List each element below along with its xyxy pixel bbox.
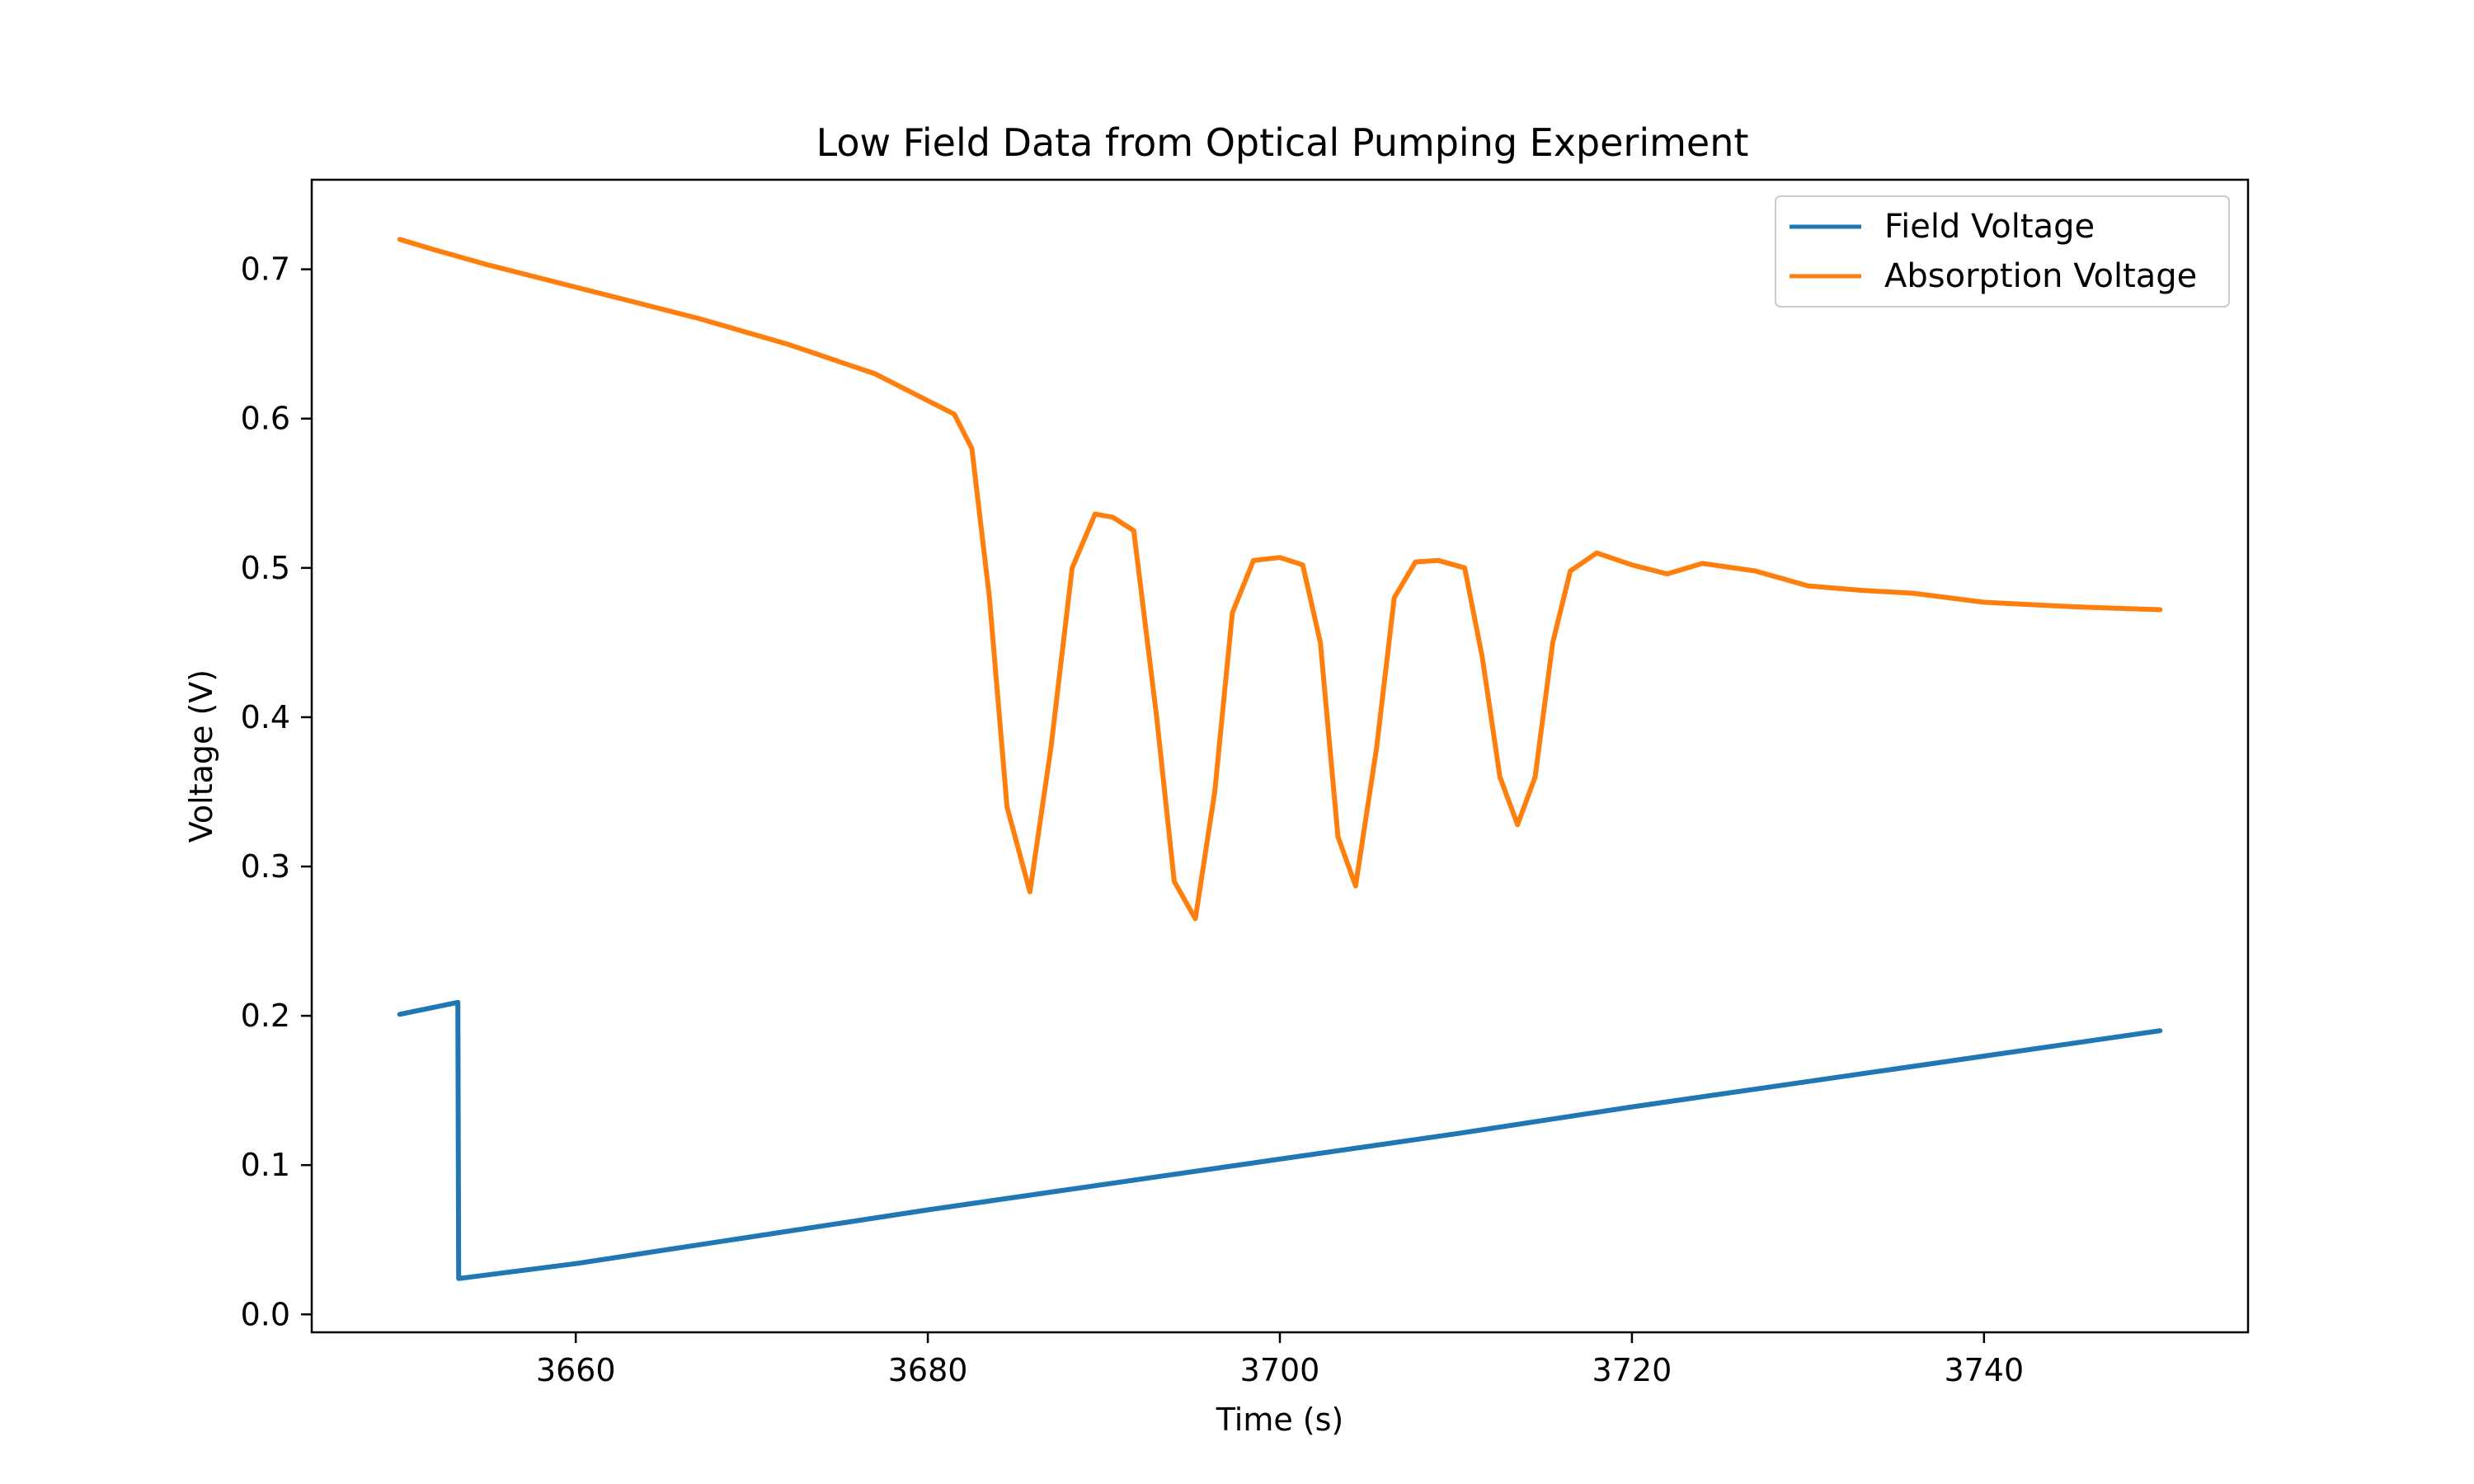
legend-box [1775, 195, 2230, 308]
series-line-absorption-voltage [397, 237, 2163, 922]
x-axis-label: Time (s) [1216, 1402, 1344, 1438]
y-axis-label: Voltage (V) [183, 669, 219, 843]
legend: Field Voltage Absorption Voltage [1775, 195, 2230, 308]
legend-label-field-voltage: Field Voltage [1884, 208, 2095, 246]
x-tick-label: 3660 [536, 1352, 616, 1388]
legend-label-absorption-voltage: Absorption Voltage [1884, 257, 2197, 295]
y-tick-label: 0.1 [241, 1147, 290, 1183]
series-line-field-voltage [397, 999, 2163, 1281]
chart-title: Low Field Data from Optical Pumping Expe… [816, 120, 1749, 165]
x-axis: 3660 3680 3700 3720 3740 [536, 1332, 2024, 1388]
series-layer [397, 237, 2163, 1281]
y-tick-label: 0.0 [241, 1296, 290, 1332]
y-tick-label: 0.2 [241, 998, 290, 1034]
x-tick-label: 3680 [888, 1352, 968, 1388]
y-tick-label: 0.4 [241, 699, 290, 735]
x-tick-label: 3700 [1240, 1352, 1320, 1388]
y-tick-label: 0.3 [241, 848, 290, 885]
x-tick-label: 3740 [1944, 1352, 2024, 1388]
y-tick-label: 0.7 [241, 251, 290, 288]
y-axis: 0.0 0.1 0.2 0.3 0.4 0.5 0.6 0.7 [241, 251, 312, 1332]
y-tick-label: 0.6 [241, 401, 290, 437]
x-tick-label: 3720 [1592, 1352, 1672, 1388]
y-tick-label: 0.5 [241, 550, 290, 586]
